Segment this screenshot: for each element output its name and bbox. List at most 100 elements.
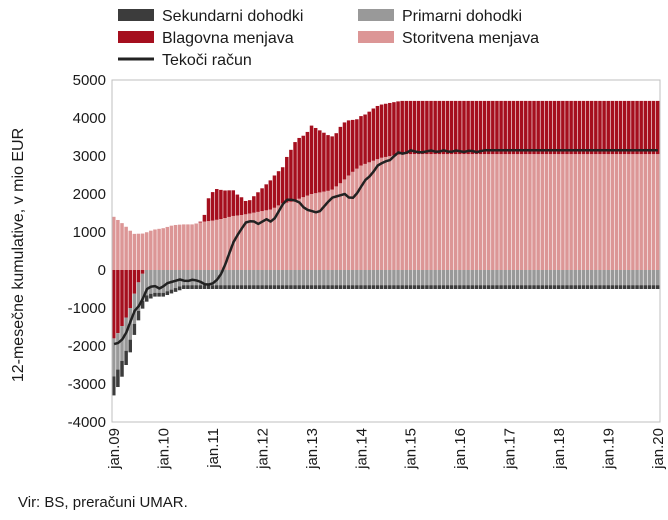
bar-blagovna xyxy=(577,100,582,155)
bar-storitvena xyxy=(272,207,277,270)
bar-sekundarni xyxy=(318,285,322,289)
bar-blagovna xyxy=(318,130,322,193)
bar-sekundarni xyxy=(198,285,203,289)
bar-sekundarni xyxy=(363,285,367,289)
bar-storitvena xyxy=(132,233,137,270)
source-note: Vir: BS, preračuni UMAR. xyxy=(18,494,188,511)
bar-primarni xyxy=(371,270,376,286)
bar-primarni xyxy=(243,270,248,286)
y-tick-label: -1000 xyxy=(68,300,106,317)
bar-blagovna xyxy=(594,100,598,155)
bar-storitvena xyxy=(326,190,330,270)
bar-sekundarni xyxy=(548,285,553,289)
bar-primarni xyxy=(309,270,314,286)
bar-sekundarni xyxy=(285,285,289,289)
bar-storitvena xyxy=(173,224,178,270)
bar-sekundarni xyxy=(445,285,450,289)
bar-primarni xyxy=(322,270,326,286)
bar-primarni xyxy=(161,270,165,293)
bar-sekundarni xyxy=(235,285,240,289)
bar-primarni xyxy=(252,270,256,286)
bar-primarni xyxy=(338,270,343,286)
bar-storitvena xyxy=(355,168,359,270)
bar-sekundarni xyxy=(515,285,520,289)
bar-storitvena xyxy=(202,221,207,270)
bar-sekundarni xyxy=(466,285,470,289)
bar-sekundarni xyxy=(503,285,507,289)
bar-storitvena xyxy=(330,189,334,270)
bar-storitvena xyxy=(462,154,466,270)
bar-primarni xyxy=(544,270,549,286)
bar-blagovna xyxy=(338,126,343,184)
bar-sekundarni xyxy=(297,285,301,289)
bar-storitvena xyxy=(515,154,520,270)
bar-storitvena xyxy=(157,228,161,270)
bar-primarni xyxy=(388,270,392,286)
bar-storitvena xyxy=(247,213,252,270)
bar-sekundarni xyxy=(404,285,409,289)
bar-storitvena xyxy=(367,162,371,270)
bar-storitvena xyxy=(412,154,417,270)
bar-primarni xyxy=(647,270,652,286)
bar-blagovna xyxy=(540,100,545,155)
bar-blagovna xyxy=(421,100,425,155)
bar-sekundarni xyxy=(519,285,524,289)
bar-sekundarni xyxy=(627,285,631,289)
bar-blagovna xyxy=(268,180,273,210)
bar-sekundarni xyxy=(182,285,186,289)
bar-sekundarni xyxy=(429,285,433,289)
bar-storitvena xyxy=(313,193,318,270)
bar-sekundarni xyxy=(524,285,528,289)
bar-sekundarni xyxy=(355,285,359,289)
y-axis-label: 12-mesečne kumulative, v mio EUR xyxy=(10,128,27,382)
bar-storitvena xyxy=(371,160,376,270)
bar-blagovna xyxy=(643,100,648,155)
bar-sekundarni xyxy=(144,295,149,302)
bar-primarni xyxy=(330,270,334,286)
bar-storitvena xyxy=(536,154,540,270)
bar-sekundarni xyxy=(647,285,652,289)
bar-blagovna xyxy=(289,149,293,202)
bar-blagovna xyxy=(441,100,446,155)
bar-sekundarni xyxy=(342,285,347,289)
bar-storitvena xyxy=(581,154,586,270)
bar-blagovna xyxy=(515,100,520,155)
bar-sekundarni xyxy=(153,292,157,297)
bar-blagovna xyxy=(622,100,627,155)
bar-blagovna xyxy=(371,108,376,161)
bar-primarni xyxy=(400,270,404,286)
axes: -4000 -3000 -2000 -1000 0 1000 2000 3000 4000 500… xyxy=(68,72,667,470)
bar-sekundarni xyxy=(268,285,273,289)
bar-sekundarni xyxy=(383,285,388,289)
bar-primarni xyxy=(585,270,590,286)
bar-sekundarni xyxy=(326,285,330,289)
bar-sekundarni xyxy=(606,285,610,289)
bar-storitvena xyxy=(268,209,273,270)
bar-blagovna xyxy=(524,100,528,155)
bar-storitvena xyxy=(470,154,474,270)
bar-primarni xyxy=(169,270,174,290)
bar-storitvena xyxy=(540,154,545,270)
bar-primarni xyxy=(569,270,573,286)
bar-blagovna xyxy=(610,100,615,155)
y-tick-label: -4000 xyxy=(68,414,106,431)
bar-blagovna xyxy=(367,111,371,163)
x-tick-label: jan.16 xyxy=(452,428,469,470)
bar-sekundarni xyxy=(540,285,545,289)
bar-blagovna xyxy=(482,100,487,155)
bar-sekundarni xyxy=(437,285,442,289)
bar-blagovna xyxy=(602,100,606,155)
bar-blagovna xyxy=(470,100,474,155)
bar-storitvena xyxy=(235,215,240,270)
bar-sekundarni xyxy=(322,285,326,289)
bar-blagovna xyxy=(536,100,540,155)
bar-storitvena xyxy=(585,154,590,270)
bar-storitvena xyxy=(165,226,170,270)
bar-blagovna xyxy=(202,214,207,222)
bar-primarni xyxy=(293,270,297,286)
bar-primarni xyxy=(495,270,499,286)
bar-storitvena xyxy=(618,154,623,270)
bar-primarni xyxy=(186,270,190,286)
bar-blagovna xyxy=(322,132,326,192)
bar-blagovna xyxy=(437,100,442,155)
